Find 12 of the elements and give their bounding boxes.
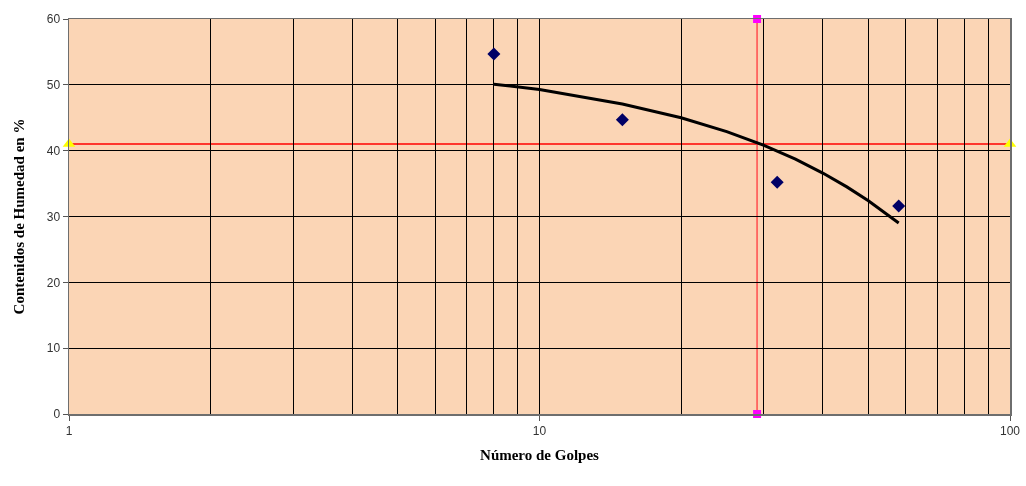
y-tick-label: 10 <box>46 341 61 356</box>
y-tick-label: 40 <box>46 143 61 158</box>
y-tick-label: 60 <box>46 12 61 27</box>
y-tick-label: 50 <box>46 78 61 93</box>
y-tick-label: 0 <box>53 407 61 422</box>
x-axis-title: Número de Golpes <box>480 446 600 463</box>
y-axis-title: Contenidos de Humedad en % <box>11 118 28 315</box>
x-tick-label: 100 <box>999 423 1021 438</box>
y-tick-label: 30 <box>46 209 61 224</box>
x-tick-label: 10 <box>532 423 547 438</box>
x-tick-label: 1 <box>65 423 73 438</box>
y-tick-label: 20 <box>46 275 61 290</box>
